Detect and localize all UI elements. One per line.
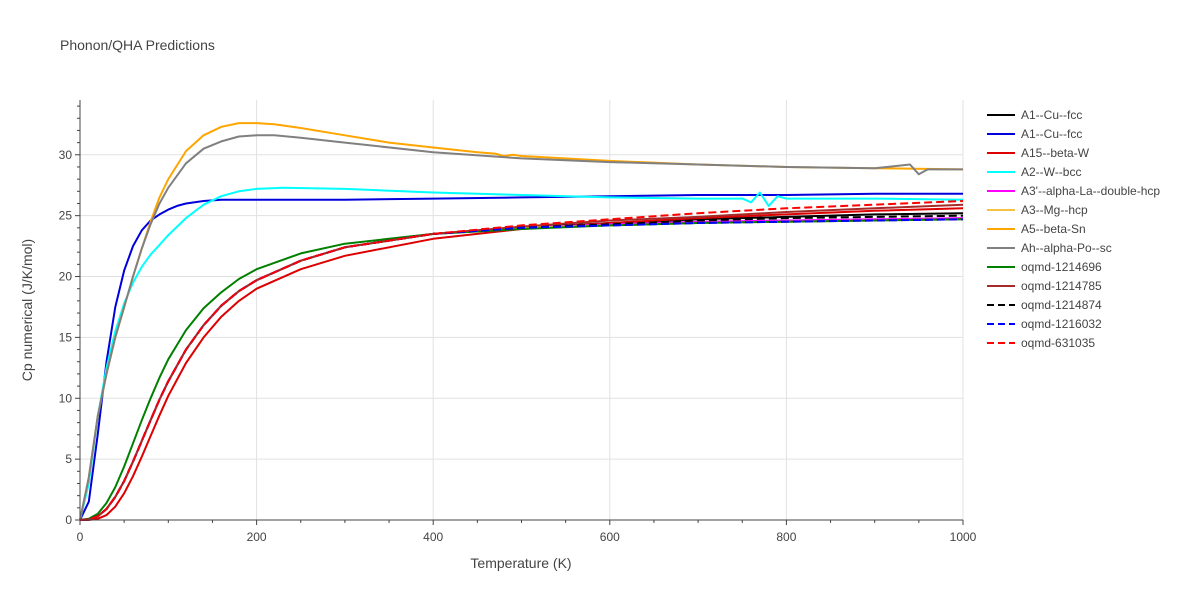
legend-label: oqmd-631035 (1021, 336, 1095, 350)
x-tick-label: 400 (423, 530, 443, 544)
series-line-12[interactable] (79, 218, 964, 521)
y-tick-label: 30 (59, 148, 73, 162)
legend-label: Ah--alpha-Po--sc (1021, 241, 1112, 255)
legend-item[interactable]: A3--Mg--hcp (987, 203, 1088, 217)
legend-item[interactable]: A2--W--bcc (987, 165, 1081, 179)
legend-item[interactable]: A3'--alpha-La--double-hcp (987, 184, 1160, 198)
y-axis-title: Cp numerical (J/K/mol) (19, 239, 35, 381)
series-line-7[interactable] (79, 122, 964, 521)
legend-item[interactable]: oqmd-1216032 (987, 317, 1102, 331)
y-tick-label: 5 (65, 452, 72, 466)
legend-item[interactable]: oqmd-1214785 (987, 279, 1102, 293)
legend-label: oqmd-1214696 (1021, 260, 1102, 274)
legend-item[interactable]: A15--beta-W (987, 146, 1090, 160)
legend-label: A1--Cu--fcc (1021, 108, 1082, 122)
legend-label: A3'--alpha-La--double-hcp (1021, 184, 1160, 198)
series-line-3[interactable] (80, 207, 964, 521)
grid (80, 100, 964, 520)
legend[interactable]: A1--Cu--fcc A1--Cu--fcc A15--beta-W A2--W--… (987, 108, 1160, 350)
y-tick-label: 25 (59, 209, 73, 223)
y-tick-label: 10 (59, 391, 73, 405)
x-tick-label: 1000 (950, 530, 977, 544)
legend-item[interactable]: A1--Cu--fcc (987, 108, 1082, 122)
series-line-13[interactable] (79, 200, 964, 521)
y-tick-label: 20 (59, 270, 73, 284)
legend-label: A3--Mg--hcp (1021, 203, 1088, 217)
legend-label: oqmd-1216032 (1021, 317, 1102, 331)
plot-area (79, 122, 964, 521)
y-tick-label: 15 (59, 330, 73, 344)
series-line-9[interactable] (79, 218, 964, 521)
legend-label: oqmd-1214874 (1021, 298, 1102, 312)
x-tick-label: 200 (247, 530, 267, 544)
legend-item[interactable]: A1--Cu--fcc (987, 127, 1082, 141)
legend-label: A5--beta-Sn (1021, 222, 1086, 236)
x-tick-label: 800 (776, 530, 796, 544)
x-axis-title: Temperature (K) (470, 555, 571, 571)
legend-item[interactable]: oqmd-1214696 (987, 260, 1102, 274)
series-line-2[interactable] (79, 192, 963, 521)
x-tick-label: 600 (600, 530, 620, 544)
legend-item[interactable]: Ah--alpha-Po--sc (987, 241, 1112, 255)
legend-label: oqmd-1214785 (1021, 279, 1102, 293)
legend-item[interactable]: oqmd-1214874 (987, 298, 1102, 312)
y-tick-label: 0 (65, 513, 72, 527)
legend-label: A2--W--bcc (1021, 165, 1081, 179)
legend-label: A1--Cu--fcc (1021, 127, 1082, 141)
axis-ticks: 0 200 400 600 800 1000 0 5 10 15 20 25 30 (59, 105, 977, 544)
series-line-6[interactable] (79, 218, 964, 521)
series-line-5[interactable] (79, 217, 964, 521)
x-tick-label: 0 (77, 530, 84, 544)
series-line-11[interactable] (79, 214, 964, 521)
series-line-8[interactable] (79, 134, 963, 521)
legend-item[interactable]: oqmd-631035 (987, 336, 1095, 350)
series-line-1[interactable] (79, 212, 964, 521)
series-line-4[interactable] (79, 186, 964, 521)
legend-label: A15--beta-W (1021, 146, 1090, 160)
series-line-10[interactable] (79, 203, 964, 521)
chart-title: Phonon/QHA Predictions (60, 37, 215, 53)
legend-item[interactable]: A5--beta-Sn (987, 222, 1086, 236)
